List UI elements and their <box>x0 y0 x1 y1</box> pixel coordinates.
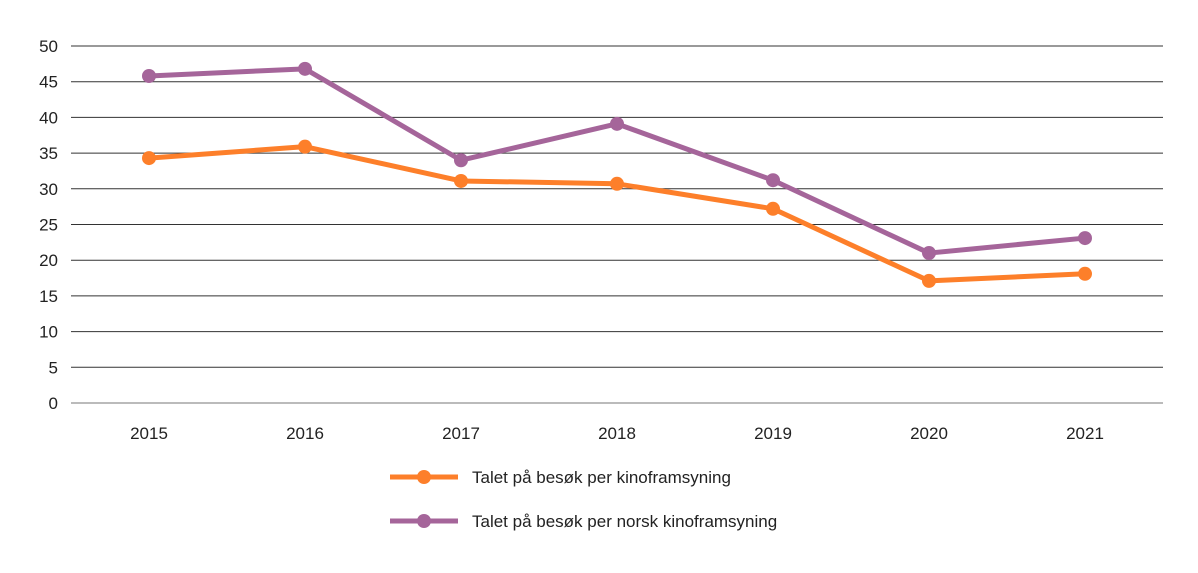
y-axis: 0 5 10 15 20 25 30 35 40 45 50 <box>39 37 58 413</box>
data-point <box>454 153 468 168</box>
data-point <box>922 273 936 288</box>
legend-label: Talet på besøk per kinoframsyning <box>472 468 731 487</box>
y-tick-label: 40 <box>39 108 58 127</box>
y-tick-label: 5 <box>49 358 58 377</box>
x-tick-label: 2021 <box>1066 424 1104 443</box>
x-tick-label: 2018 <box>598 424 636 443</box>
data-point <box>610 176 624 191</box>
x-tick-label: 2020 <box>910 424 948 443</box>
y-tick-label: 50 <box>39 37 58 56</box>
y-tick-label: 0 <box>49 394 58 413</box>
legend-marker <box>417 470 431 484</box>
y-tick-label: 25 <box>39 216 58 235</box>
series-line <box>148 144 1086 284</box>
series-line <box>148 66 1086 256</box>
y-tick-label: 35 <box>39 144 58 163</box>
data-point <box>610 116 624 131</box>
y-tick-label: 15 <box>39 287 58 306</box>
data-point <box>298 61 312 76</box>
data-point <box>1078 266 1092 281</box>
data-point <box>922 246 936 261</box>
data-point <box>142 68 156 83</box>
x-tick-label: 2015 <box>130 424 168 443</box>
y-tick-label: 20 <box>39 251 58 270</box>
y-tick-label: 10 <box>39 323 58 342</box>
legend-label: Talet på besøk per norsk kinoframsyning <box>472 512 777 531</box>
x-tick-label: 2017 <box>442 424 480 443</box>
data-point <box>298 139 312 154</box>
data-point <box>766 201 780 216</box>
y-tick-label: 45 <box>39 73 58 92</box>
data-point <box>142 151 156 166</box>
x-tick-label: 2019 <box>754 424 792 443</box>
data-point <box>766 173 780 188</box>
data-point <box>454 173 468 188</box>
x-tick-label: 2016 <box>286 424 324 443</box>
data-point <box>1078 231 1092 246</box>
legend: Talet på besøk per kinoframsyning Talet p… <box>390 468 777 531</box>
x-axis: 2015 2016 2017 2018 2019 2020 2021 <box>130 424 1104 443</box>
gridlines <box>71 45 1163 404</box>
series-group <box>142 61 1092 288</box>
y-tick-label: 30 <box>39 180 58 199</box>
legend-marker <box>417 514 431 528</box>
